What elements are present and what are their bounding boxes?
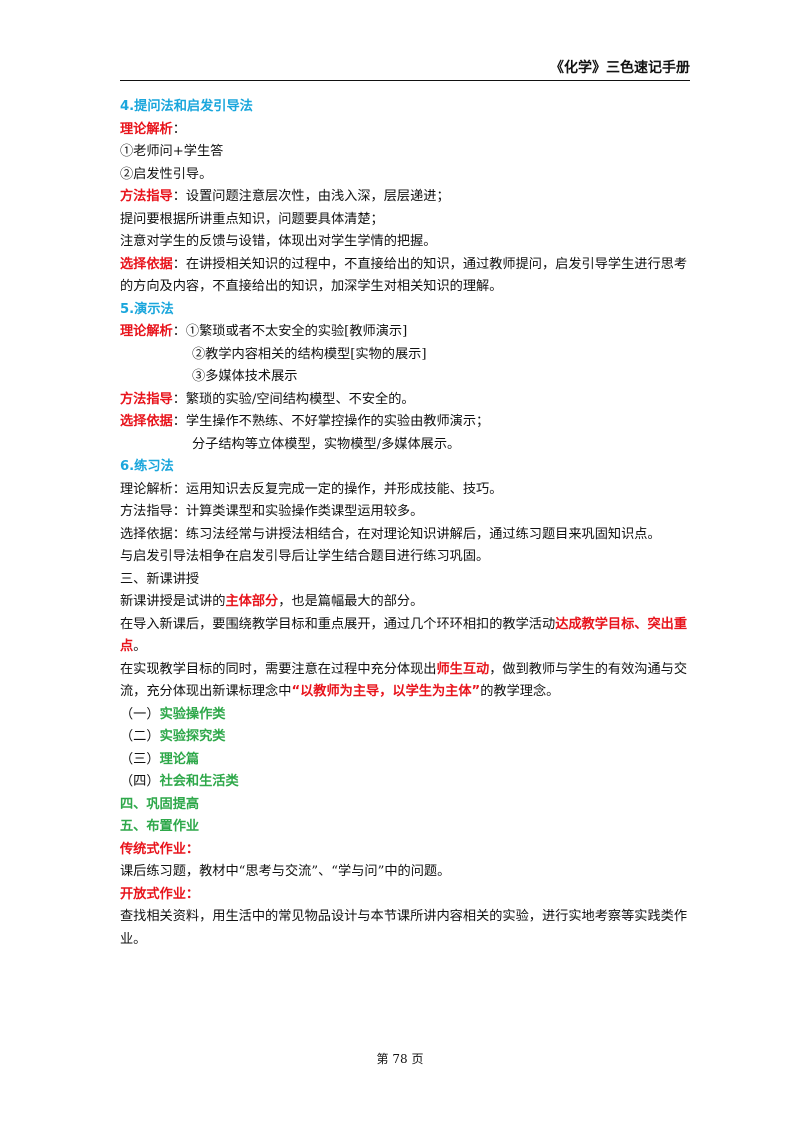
s5-choice-label: 选择依据 — [120, 414, 173, 429]
s5-theory-item-2: ②教学内容相关的结构模型[实物的展示] — [192, 346, 427, 362]
s3-sub-item-1: （一）实验操作类 — [120, 704, 690, 727]
s3-p1-text-a: 新课讲授是试讲的 — [120, 594, 226, 609]
s5-theory-row: 理论解析：①繁琐或者不太安全的实验[教师演示] — [120, 321, 690, 344]
s4-theory-label: 理论解析 — [120, 121, 173, 137]
header-title: 《化学》三色速记手册 — [550, 60, 690, 76]
s4-theory-row: 理论解析： — [120, 119, 690, 142]
homework-open-text: 查找相关资料，用生活中的常见物品设计与本节课所讲内容相关的实验，进行实地考察等实… — [120, 909, 688, 947]
s3-sub-num-2: （二） — [120, 729, 160, 744]
s5-choice-text: ：学生操作不熟练、不好掌控操作的实验由教师演示； — [172, 414, 490, 429]
s3-p3-text-c: ，做到教师与学生的有效沟通与交流，充分体现出新课标理念中 — [120, 661, 688, 700]
s4-method-text: ：设置问题注意层次性，由浅入深，层层递进； — [172, 189, 450, 204]
s3-p2-text-a: 在导入新课后，要围绕教学目标和重点展开，通过几个环环相扣的教学活动 — [120, 616, 556, 632]
document-body: 4.提问法和启发引导法 理论解析： ①老师问+学生答 ②启发性引导。 方法指导：… — [120, 96, 690, 951]
s3-p3-highlight-1: 师生互动 — [436, 661, 490, 677]
s4-method-label: 方法指导 — [120, 189, 173, 204]
s3-p3-text-e: 的教学理念。 — [480, 684, 560, 699]
s3-sub-text-2: 实验探究类 — [159, 729, 226, 744]
homework-open-label: 开放式作业： — [120, 886, 200, 902]
s4-method-row: 方法指导：设置问题注意层次性，由浅入深，层层递进； — [120, 186, 690, 209]
s3-sub-num-3: （三） — [120, 751, 160, 767]
s4-theory-item-1: ①老师问+学生答 — [120, 144, 224, 159]
s4-theory-colon: ： — [172, 121, 186, 137]
s6-line-4: 与启发引导法相争在启发引导后让学生结合题目进行练习巩固。 — [120, 549, 490, 564]
s6-line-2: 方法指导：计算类课型和实验操作类课型运用较多。 — [120, 504, 424, 519]
section-4-title: 4.提问法和启发引导法 — [120, 99, 253, 114]
s3-sub-num-1: （一） — [120, 706, 160, 722]
s3-sub-text-4: 社会和生活类 — [159, 774, 239, 789]
s3-sub-item-2: （二）实验探究类 — [120, 726, 690, 749]
homework-traditional-label: 传统式作业： — [120, 841, 200, 857]
s3-sub-item-4: （四）社会和生活类 — [120, 771, 690, 794]
section-6-title: 6.练习法 — [120, 459, 174, 474]
s6-line-1: 理论解析：运用知识去反复完成一定的操作，并形成技能、技巧。 — [120, 481, 503, 497]
s4-theory-item-2: ②启发性引导。 — [120, 166, 213, 182]
s5-method-row: 方法指导：繁琐的实验/空间结构模型、不安全的。 — [120, 389, 690, 412]
s5-choice-row: 选择依据：学生操作不熟练、不好掌控操作的实验由教师演示； — [120, 411, 690, 434]
s3-p1-text-c: ，也是篇幅最大的部分。 — [278, 594, 424, 609]
homework-traditional-text: 课后练习题，教材中“思考与交流”、“学与问”中的问题。 — [120, 864, 451, 879]
s4-method-line-2: 注意对学生的反馈与设错，体现出对学生学情的把握。 — [120, 234, 437, 249]
s3-p2-highlight: 达成教学目标、突出重点 — [120, 616, 688, 655]
s4-choice-paragraph: 选择依据：在讲授相关知识的过程中，不直接给出的知识，通过教师提问，启发引导学生进… — [120, 254, 690, 299]
s3-paragraph-3: 在实现教学目标的同时，需要注意在过程中充分体现出师生互动，做到教师与学生的有效沟… — [120, 659, 690, 704]
s3-paragraph-1: 新课讲授是试讲的主体部分，也是篇幅最大的部分。 — [120, 591, 690, 614]
s3-p3-highlight-2: “以教师为主导，以学生为主体” — [291, 684, 481, 699]
s3-paragraph-2: 在导入新课后，要围绕教学目标和重点展开，通过几个环环相扣的教学活动达成教学目标、… — [120, 614, 690, 659]
s5-choice-line-2: 分子结构等立体模型，实物模型/多媒体展示。 — [192, 436, 461, 452]
s3-sub-item-3: （三）理论篇 — [120, 749, 690, 772]
s3-p1-highlight: 主体部分 — [225, 594, 279, 609]
header-divider — [120, 80, 690, 81]
s4-method-line-1: 提问要根据所讲重点知识，问题要具体清楚； — [120, 211, 384, 227]
section-homework-title: 五、布置作业 — [120, 819, 200, 834]
s5-theory-item-3: ③多媒体技术展示 — [192, 369, 298, 384]
s4-choice-text: ：在讲授相关知识的过程中，不直接给出的知识，通过教师提问，启发引导学生进行思考的… — [120, 256, 688, 295]
s3-p3-text-a: 在实现教学目标的同时，需要注意在过程中充分体现出 — [120, 661, 437, 677]
s6-line-3: 选择依据：练习法经常与讲授法相结合，在对理论知识讲解后，通过练习题目来巩固知识点… — [120, 526, 661, 542]
s3-sub-text-3: 理论篇 — [159, 751, 200, 767]
s3-p2-text-c: 。 — [133, 639, 147, 654]
page-number: 第 78 页 — [376, 1052, 424, 1066]
s5-theory-first: ：①繁琐或者不太安全的实验[教师演示] — [172, 324, 408, 339]
section-consolidate-title: 四、巩固提高 — [120, 796, 200, 812]
section-new-lesson-title: 三、新课讲授 — [120, 571, 200, 587]
s5-theory-label: 理论解析 — [120, 324, 173, 339]
s4-choice-label: 选择依据 — [120, 256, 173, 272]
s3-sub-text-1: 实验操作类 — [159, 706, 226, 722]
s5-method-text: ：繁琐的实验/空间结构模型、不安全的。 — [172, 391, 415, 407]
section-5-title: 5.演示法 — [120, 301, 174, 317]
s3-sub-num-4: （四） — [120, 774, 160, 789]
s5-method-label: 方法指导 — [120, 391, 173, 407]
